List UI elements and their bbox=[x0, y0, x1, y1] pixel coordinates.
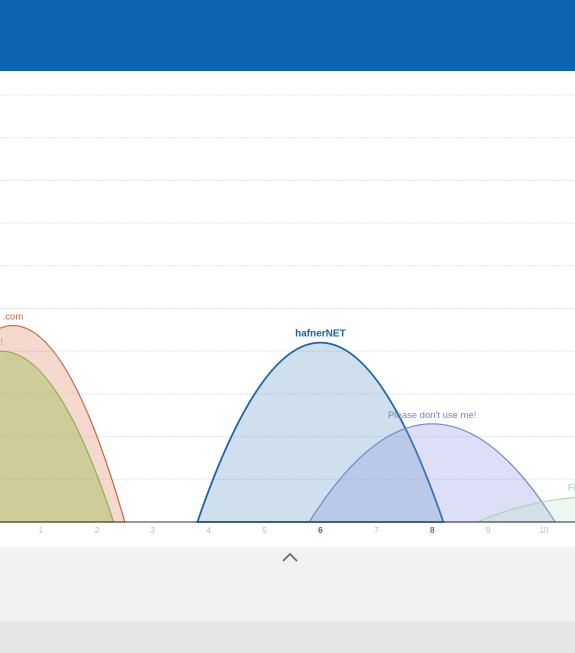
network-label-1: ! bbox=[0, 337, 3, 348]
network-curve-3 bbox=[308, 423, 557, 523]
chevron-up-icon[interactable] bbox=[281, 551, 299, 565]
network-curve-1 bbox=[0, 350, 115, 523]
app-header-bar bbox=[0, 0, 575, 71]
x-tick-label: 2 bbox=[95, 526, 100, 535]
channel-chart-area: .com! hafnerNET Please don't use me! FRITZ!… bbox=[0, 71, 575, 547]
network-curve-2 bbox=[196, 342, 445, 523]
x-tick-label: 8 bbox=[430, 526, 435, 535]
x-tick-label: 4 bbox=[206, 526, 211, 535]
x-tick-label: 7 bbox=[374, 526, 379, 535]
x-tick-label: 1 bbox=[39, 526, 44, 535]
x-tick-label: 9 bbox=[486, 526, 491, 535]
network-label-3: Please don't use me! bbox=[388, 410, 476, 421]
collapse-panel bbox=[0, 547, 575, 621]
network-curve-0 bbox=[0, 325, 126, 523]
x-tick-label: 10 bbox=[540, 526, 549, 535]
x-tick-label: 3 bbox=[150, 526, 155, 535]
network-curve-4 bbox=[476, 496, 575, 523]
wifi-channel-chart: .com! hafnerNET Please don't use me! FRITZ!… bbox=[0, 94, 575, 535]
chevron-up-glyph bbox=[282, 552, 298, 562]
network-label-0: .com bbox=[3, 312, 24, 323]
network-label-2: hafnerNET bbox=[295, 329, 346, 340]
x-tick-label: 6 bbox=[318, 526, 323, 535]
bottom-app-bar bbox=[0, 621, 575, 653]
x-tick-label: 5 bbox=[262, 526, 267, 535]
network-label-4: FRITZ!Box 749 bbox=[568, 482, 575, 493]
